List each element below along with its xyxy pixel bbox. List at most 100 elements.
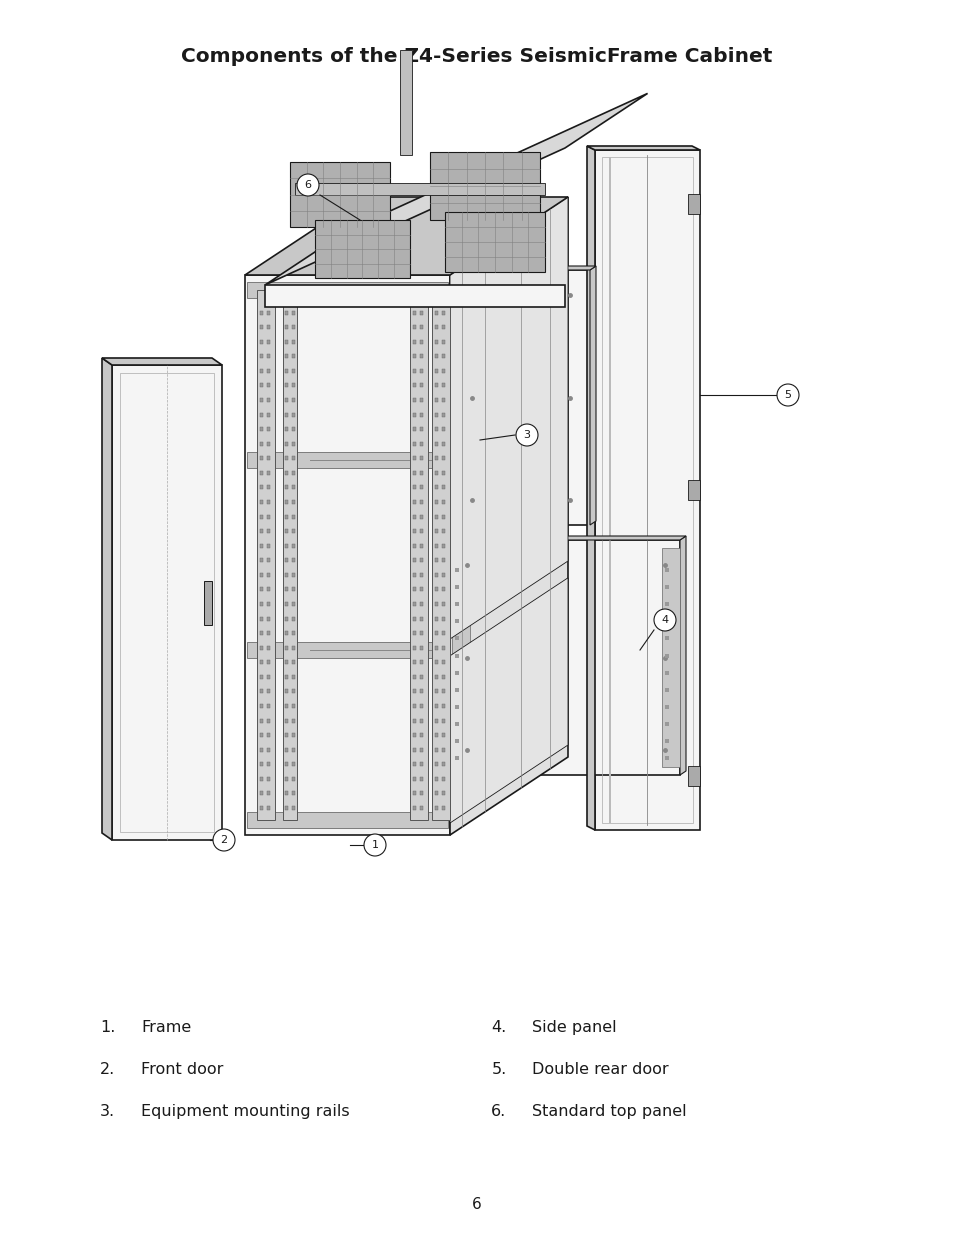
Bar xyxy=(292,689,294,693)
Bar xyxy=(413,777,416,781)
Bar xyxy=(687,766,700,785)
Bar xyxy=(267,340,270,343)
Bar xyxy=(267,412,270,416)
Text: 1: 1 xyxy=(371,840,378,850)
Text: Side panel: Side panel xyxy=(532,1020,617,1035)
Bar xyxy=(419,456,422,461)
Bar xyxy=(260,631,263,635)
Bar xyxy=(413,573,416,577)
Bar xyxy=(664,603,668,606)
Bar xyxy=(267,601,270,606)
Bar xyxy=(410,290,428,820)
Bar xyxy=(413,734,416,737)
Bar xyxy=(260,543,263,547)
Bar xyxy=(245,275,450,835)
Bar xyxy=(601,157,692,823)
Bar xyxy=(419,573,422,577)
Bar xyxy=(260,340,263,343)
Bar xyxy=(260,442,263,446)
Text: 2.: 2. xyxy=(100,1062,115,1077)
Bar xyxy=(260,456,263,461)
Bar xyxy=(260,719,263,722)
Bar xyxy=(435,485,437,489)
Bar xyxy=(285,427,288,431)
Polygon shape xyxy=(452,266,596,270)
Bar xyxy=(419,471,422,474)
Bar xyxy=(292,661,294,664)
Text: Frame: Frame xyxy=(141,1020,192,1035)
Text: 6.: 6. xyxy=(491,1104,506,1119)
Bar xyxy=(285,543,288,547)
Bar xyxy=(664,653,668,657)
Bar xyxy=(419,601,422,606)
Polygon shape xyxy=(245,198,567,275)
Bar xyxy=(419,412,422,416)
Bar xyxy=(285,616,288,620)
Bar xyxy=(285,412,288,416)
Bar xyxy=(430,152,539,220)
Bar xyxy=(413,398,416,403)
Bar xyxy=(435,398,437,403)
Bar xyxy=(435,325,437,330)
Bar xyxy=(285,792,288,795)
Bar xyxy=(441,762,444,766)
Bar xyxy=(260,485,263,489)
Polygon shape xyxy=(265,94,647,285)
Bar xyxy=(292,601,294,606)
Bar xyxy=(455,585,458,589)
Bar xyxy=(455,636,458,641)
Bar xyxy=(441,325,444,330)
Bar xyxy=(441,777,444,781)
Bar xyxy=(435,792,437,795)
Bar xyxy=(419,747,422,752)
Bar xyxy=(120,373,213,832)
Bar xyxy=(413,747,416,752)
Bar xyxy=(290,162,390,227)
Bar xyxy=(435,412,437,416)
Bar xyxy=(267,398,270,403)
Bar xyxy=(267,588,270,592)
Bar xyxy=(435,616,437,620)
Bar xyxy=(112,366,222,840)
Bar xyxy=(285,558,288,562)
Circle shape xyxy=(364,834,386,856)
Bar xyxy=(455,705,458,709)
Bar xyxy=(267,456,270,461)
Bar xyxy=(441,704,444,708)
Bar xyxy=(413,310,416,315)
Bar xyxy=(441,747,444,752)
Bar xyxy=(441,631,444,635)
Bar xyxy=(399,49,412,156)
Bar xyxy=(455,603,458,606)
Bar xyxy=(455,568,458,572)
Bar xyxy=(441,661,444,664)
Text: 5.: 5. xyxy=(491,1062,506,1077)
Bar xyxy=(283,290,296,820)
Bar xyxy=(292,515,294,519)
Bar xyxy=(292,543,294,547)
Bar xyxy=(413,704,416,708)
Bar xyxy=(664,585,668,589)
Bar xyxy=(419,529,422,534)
Bar xyxy=(664,636,668,641)
Bar xyxy=(292,456,294,461)
Bar xyxy=(413,661,416,664)
Bar xyxy=(435,529,437,534)
Bar xyxy=(285,588,288,592)
Bar xyxy=(292,354,294,358)
Bar xyxy=(292,777,294,781)
Bar xyxy=(285,719,288,722)
Bar xyxy=(452,540,679,776)
Bar xyxy=(441,674,444,679)
Bar xyxy=(267,515,270,519)
Bar xyxy=(260,383,263,388)
Bar xyxy=(664,619,668,624)
Bar xyxy=(435,631,437,635)
Bar xyxy=(413,515,416,519)
Bar xyxy=(455,739,458,743)
Bar xyxy=(419,792,422,795)
Bar xyxy=(664,739,668,743)
Polygon shape xyxy=(450,198,567,835)
Bar xyxy=(292,398,294,403)
Bar xyxy=(452,270,589,525)
